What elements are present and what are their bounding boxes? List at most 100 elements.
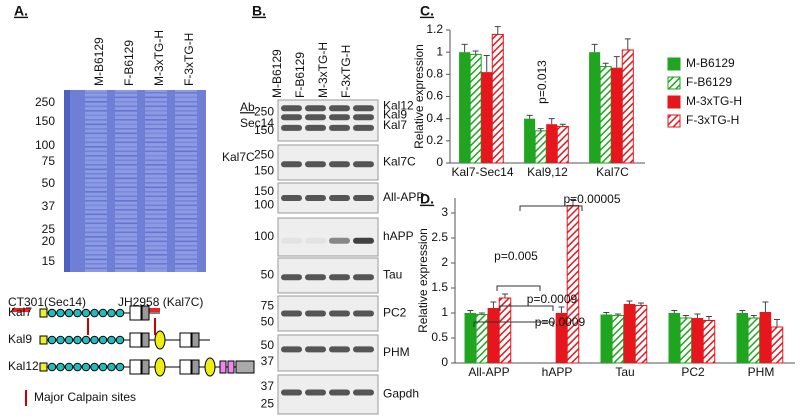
- gel-band: [145, 132, 167, 135]
- gel-band: [145, 159, 167, 162]
- gel-band: [175, 195, 197, 198]
- gel-band: [145, 249, 167, 252]
- band-label: PC2: [383, 306, 407, 320]
- gel-band: [175, 132, 197, 135]
- error-bar: [682, 315, 689, 318]
- domain: [227, 360, 235, 374]
- gel-band: [175, 258, 197, 261]
- lane-label: M-B6129: [270, 49, 284, 98]
- gel-band: [85, 155, 107, 157]
- error-bar: [602, 62, 609, 67]
- gel-band: [175, 114, 197, 117]
- gel-band: [175, 123, 197, 126]
- gel-band: [145, 222, 167, 225]
- gel-band: [175, 218, 197, 220]
- gel-band: [175, 249, 197, 252]
- blot: [277, 334, 379, 372]
- repeat: [73, 308, 82, 318]
- annotation: p=0.013: [535, 60, 549, 104]
- gel-band: [85, 218, 107, 220]
- blot-band: [353, 105, 374, 112]
- error-bar: [614, 313, 621, 316]
- gel-band: [175, 263, 197, 265]
- x-tick-label: Kal7-Sec14: [451, 165, 513, 179]
- error-bar: [626, 300, 633, 304]
- gel-band: [115, 182, 137, 184]
- gel-band: [85, 222, 107, 225]
- blot-band: [329, 161, 350, 168]
- gel-band: [175, 168, 197, 171]
- marker-label: 75: [261, 299, 275, 313]
- domain: [191, 332, 200, 348]
- marker-label: 25: [261, 396, 275, 410]
- blot-band: [305, 114, 326, 121]
- error-bar: [472, 50, 479, 55]
- blot-band: [281, 161, 302, 168]
- isoform-label: Kal12: [8, 359, 39, 373]
- band-label: Kal7C: [383, 155, 416, 169]
- gel-band: [145, 227, 167, 229]
- gel-band: [115, 195, 137, 198]
- marker-label: 250: [35, 95, 55, 109]
- gel-band: [85, 240, 107, 243]
- gel-band: [145, 258, 167, 261]
- antibody: CT301(Sec14): [8, 295, 86, 309]
- bar: [589, 52, 601, 163]
- domain: [219, 360, 227, 374]
- error-bar: [637, 302, 644, 306]
- gel-band: [85, 182, 107, 184]
- lane-label: M-3xTG-H: [316, 42, 330, 98]
- gel-band: [85, 101, 107, 103]
- x-tick-label: All-APP: [468, 365, 509, 379]
- marker-label: 250: [254, 148, 274, 162]
- bar: [634, 305, 648, 364]
- gel-band: [145, 204, 167, 207]
- marker-label: 15: [42, 254, 56, 268]
- gel-band: [115, 168, 137, 171]
- gel-band: [145, 195, 167, 198]
- bar: [747, 317, 761, 364]
- gel-band: [115, 164, 137, 166]
- annotation: p=0.0009: [527, 292, 578, 306]
- gel-band: [175, 146, 197, 148]
- gel-band: [85, 114, 107, 117]
- error-bar: [591, 43, 598, 53]
- gel-band: [175, 186, 197, 189]
- gel-band: [85, 119, 107, 121]
- gel-band: [175, 155, 197, 157]
- bar: [668, 313, 681, 363]
- gel-band: [85, 186, 107, 189]
- blot-band: [281, 310, 302, 317]
- blot-band: [353, 310, 374, 317]
- error-bar: [548, 118, 555, 125]
- gel-band: [145, 240, 167, 243]
- repeat: [47, 335, 57, 345]
- gel-band: [85, 137, 107, 139]
- blot-band: [305, 124, 326, 131]
- gel-band: [85, 258, 107, 261]
- ladder: [64, 90, 70, 272]
- gel-band: [85, 204, 107, 207]
- gel-band: [145, 128, 167, 130]
- blot-band: [329, 389, 350, 396]
- error-bar: [526, 114, 533, 119]
- legend-label: M-B6129: [686, 56, 735, 70]
- bar: [555, 313, 568, 363]
- repeat: [81, 308, 91, 318]
- gel-band: [115, 114, 137, 117]
- error-bar: [603, 312, 610, 315]
- gel-band: [175, 164, 197, 166]
- isoform-label: Kal9: [8, 332, 32, 346]
- repeat: [64, 362, 74, 372]
- error-bar: [501, 293, 508, 298]
- isoform-label: Kal7: [8, 305, 32, 319]
- gel-band: [115, 254, 137, 256]
- error-bar: [558, 306, 565, 313]
- gel-band: [175, 96, 197, 99]
- error-bar: [694, 313, 701, 318]
- domain: [154, 357, 166, 377]
- gel-band: [145, 168, 167, 171]
- gel-band: [85, 159, 107, 162]
- gel-band: [175, 204, 197, 207]
